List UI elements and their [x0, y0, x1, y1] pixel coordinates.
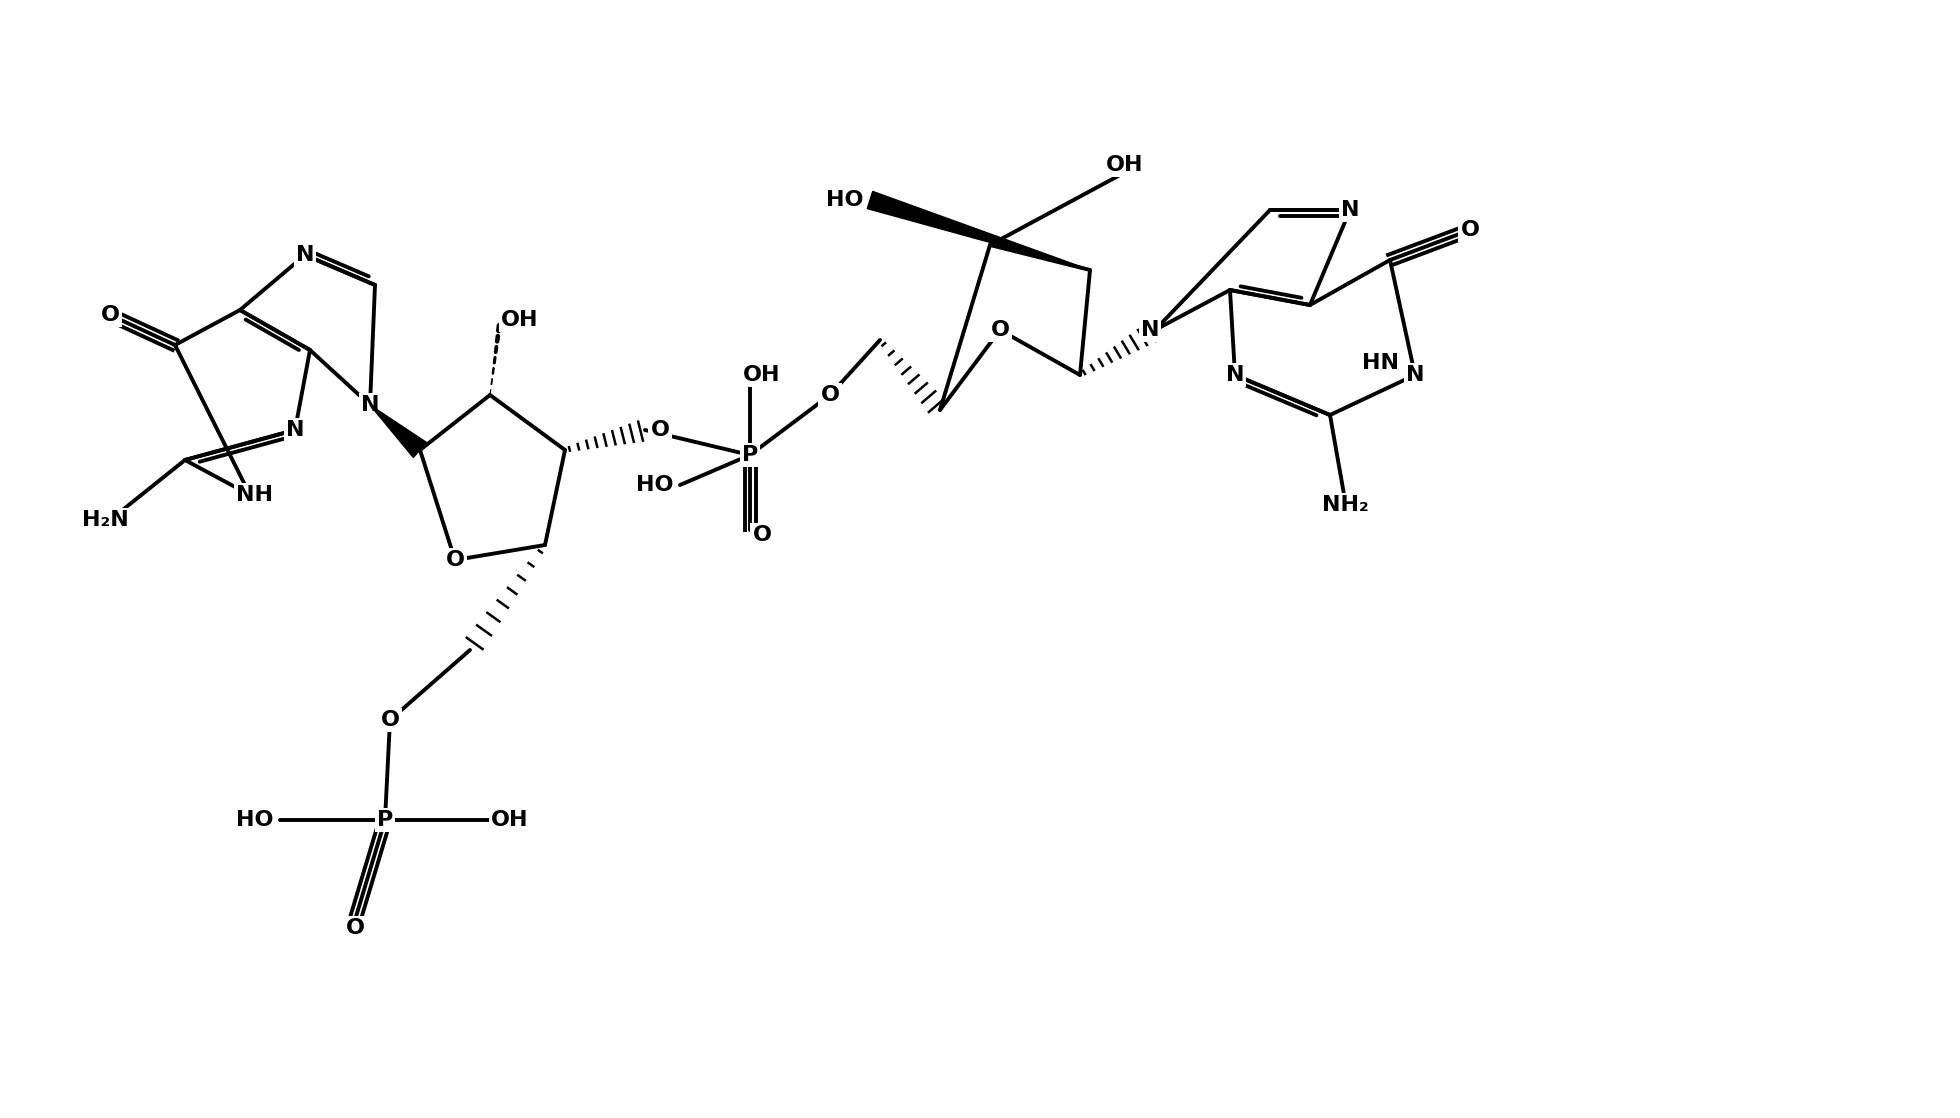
Text: O: O [380, 710, 400, 730]
Text: OH: OH [502, 310, 539, 330]
Text: O: O [753, 525, 772, 544]
Text: NH₂: NH₂ [1321, 495, 1368, 515]
Text: N: N [1341, 200, 1358, 220]
Text: O: O [651, 420, 670, 440]
Text: OH: OH [492, 811, 529, 830]
Text: P: P [743, 445, 759, 465]
Text: H₂N: H₂N [82, 510, 127, 530]
Text: O: O [821, 385, 839, 405]
Text: OH: OH [1105, 155, 1145, 176]
Text: O: O [990, 320, 1009, 340]
Text: O: O [100, 305, 120, 325]
Text: N: N [361, 395, 378, 415]
Polygon shape [370, 405, 427, 457]
Text: N: N [1225, 364, 1245, 385]
Text: N: N [1405, 364, 1425, 385]
Polygon shape [866, 191, 1090, 271]
Text: HO: HO [637, 475, 674, 495]
Text: O: O [445, 550, 465, 570]
Text: P: P [376, 811, 394, 830]
Text: HN: HN [1362, 353, 1399, 373]
Text: N: N [286, 420, 304, 440]
Text: N: N [1141, 320, 1158, 340]
Text: O: O [345, 918, 365, 938]
Text: HO: HO [237, 811, 274, 830]
Text: HO: HO [827, 190, 864, 210]
Text: OH: OH [743, 364, 780, 385]
Text: N: N [296, 245, 314, 265]
Text: NH: NH [237, 485, 274, 505]
Text: O: O [1460, 220, 1480, 240]
